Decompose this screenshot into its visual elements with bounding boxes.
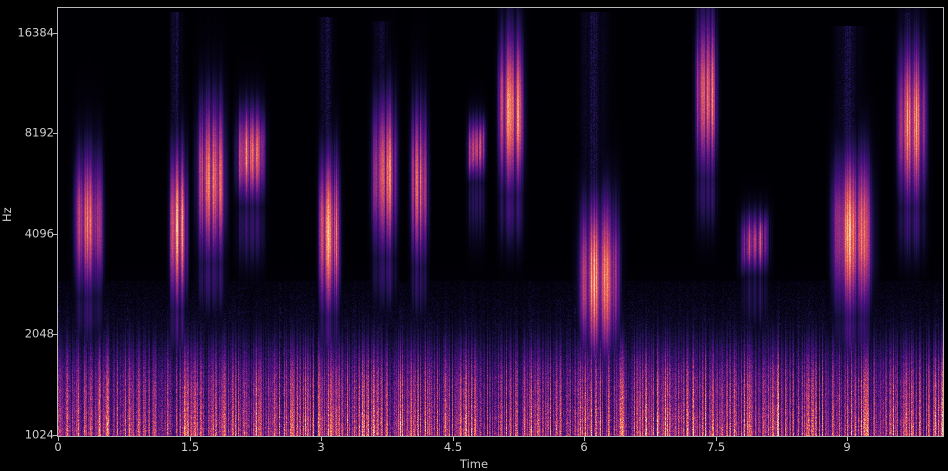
xtick-label-9: 9 bbox=[843, 440, 851, 454]
xtick-mark-1-5 bbox=[190, 437, 191, 441]
xtick-mark-9 bbox=[847, 437, 848, 441]
ytick-label-16384: 16384 bbox=[17, 25, 54, 40]
spectrogram-plot-area[interactable] bbox=[57, 7, 944, 437]
xtick-mark-4-5 bbox=[453, 437, 454, 441]
xtick-mark-0 bbox=[58, 437, 59, 441]
ytick-label-1024: 1024 bbox=[24, 427, 54, 442]
xtick-mark-3 bbox=[321, 437, 322, 441]
xtick-mark-6 bbox=[584, 437, 585, 441]
xtick-label-0: 0 bbox=[54, 440, 62, 454]
spectrogram-heatmap bbox=[58, 8, 943, 436]
ytick-label-8192: 8192 bbox=[24, 125, 54, 140]
xtick-label-1-5: 1.5 bbox=[180, 440, 200, 454]
xtick-mark-7-5 bbox=[716, 437, 717, 441]
ytick-mark-1024 bbox=[53, 435, 57, 436]
ytick-mark-4096 bbox=[53, 234, 57, 235]
xtick-label-6: 6 bbox=[580, 440, 588, 454]
x-axis-label: Time bbox=[459, 457, 489, 471]
ytick-label-2048: 2048 bbox=[24, 326, 54, 341]
xtick-label-7-5: 7.5 bbox=[706, 440, 726, 454]
ytick-label-4096: 4096 bbox=[24, 226, 54, 241]
ytick-mark-8192 bbox=[53, 133, 57, 134]
ytick-mark-16384 bbox=[53, 33, 57, 34]
y-axis-label: Hz bbox=[0, 207, 14, 222]
xtick-label-3: 3 bbox=[317, 440, 325, 454]
ytick-mark-2048 bbox=[53, 334, 57, 335]
xtick-label-4-5: 4.5 bbox=[443, 440, 463, 454]
